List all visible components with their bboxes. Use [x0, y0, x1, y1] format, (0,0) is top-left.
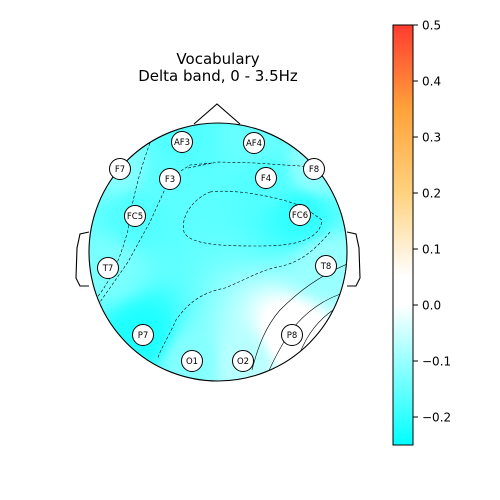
electrode-label: F8 [309, 165, 319, 175]
chart-title: Vocabulary [176, 50, 260, 68]
electrode-marker [132, 324, 154, 346]
electrode-marker [159, 168, 181, 190]
electrode-o1: O1 [181, 350, 203, 372]
colorbar-tick-label: 0.3 [422, 131, 441, 145]
electrode-o2: O2 [232, 350, 254, 372]
electrode-label: T7 [102, 264, 114, 274]
electrode-marker [303, 158, 325, 180]
electrode-marker [232, 350, 254, 372]
electrode-label: AF3 [174, 138, 190, 148]
electrode-fc5: FC5 [124, 205, 146, 227]
electrode-label: P7 [138, 331, 149, 341]
colorbar-tick-label: −0.1 [422, 355, 451, 369]
colorbar-tick-label: −0.2 [422, 411, 451, 425]
electrode-marker [97, 257, 119, 279]
electrode-marker [124, 205, 146, 227]
electrode-marker [181, 350, 203, 372]
electrode-p7: P7 [132, 324, 154, 346]
electrode-marker [171, 131, 193, 153]
colorbar-tick-label: 0.1 [422, 243, 441, 257]
electrode-t7: T7 [97, 257, 119, 279]
electrodes: AF3 AF4 F7 F3 F4 F8 FC5 FC6 T7 T8 P7 P8 O1 O2 [97, 131, 337, 372]
electrode-label: O2 [237, 357, 249, 367]
nose-outline [193, 103, 241, 125]
colorbar-tick-label: 0.4 [422, 75, 441, 89]
electrode-label: F4 [261, 174, 271, 184]
electrode-af3: AF3 [171, 131, 193, 153]
colorbar-tick-label: 0.5 [422, 19, 441, 33]
electrode-label: O1 [186, 357, 198, 367]
electrode-f7: F7 [109, 158, 131, 180]
electrode-f3: F3 [159, 168, 181, 190]
colorbar-tick-label: 0.2 [422, 187, 441, 201]
electrode-marker [289, 204, 311, 226]
electrode-label: FC6 [292, 211, 308, 221]
right-ear-outline [346, 231, 361, 287]
head-outline [75, 103, 361, 382]
electrode-marker [281, 324, 303, 346]
electrode-p8: P8 [281, 324, 303, 346]
electrode-t8: T8 [315, 255, 337, 277]
electrode-label: P8 [287, 331, 298, 341]
electrode-fc6: FC6 [289, 204, 311, 226]
left-ear-outline [75, 231, 90, 287]
colorbar-tick-label: 0.0 [422, 299, 441, 313]
electrode-label: T8 [320, 262, 332, 272]
chart-subtitle: Delta band, 0 - 3.5Hz [138, 67, 298, 85]
electrode-af4: AF4 [243, 132, 265, 154]
electrode-label: F3 [165, 175, 175, 185]
electrode-f4: F4 [255, 167, 277, 189]
electrode-marker [109, 158, 131, 180]
electrode-marker [243, 132, 265, 154]
electrode-label: FC5 [127, 212, 143, 222]
electrode-label: F7 [115, 165, 125, 175]
electrode-label: AF4 [246, 139, 262, 149]
colorbar: 0.5 0.4 0.3 0.2 0.1 0.0 −0.1 −0.2 [392, 19, 451, 446]
electrode-f8: F8 [303, 158, 325, 180]
electrode-marker [255, 167, 277, 189]
electrode-marker [315, 255, 337, 277]
